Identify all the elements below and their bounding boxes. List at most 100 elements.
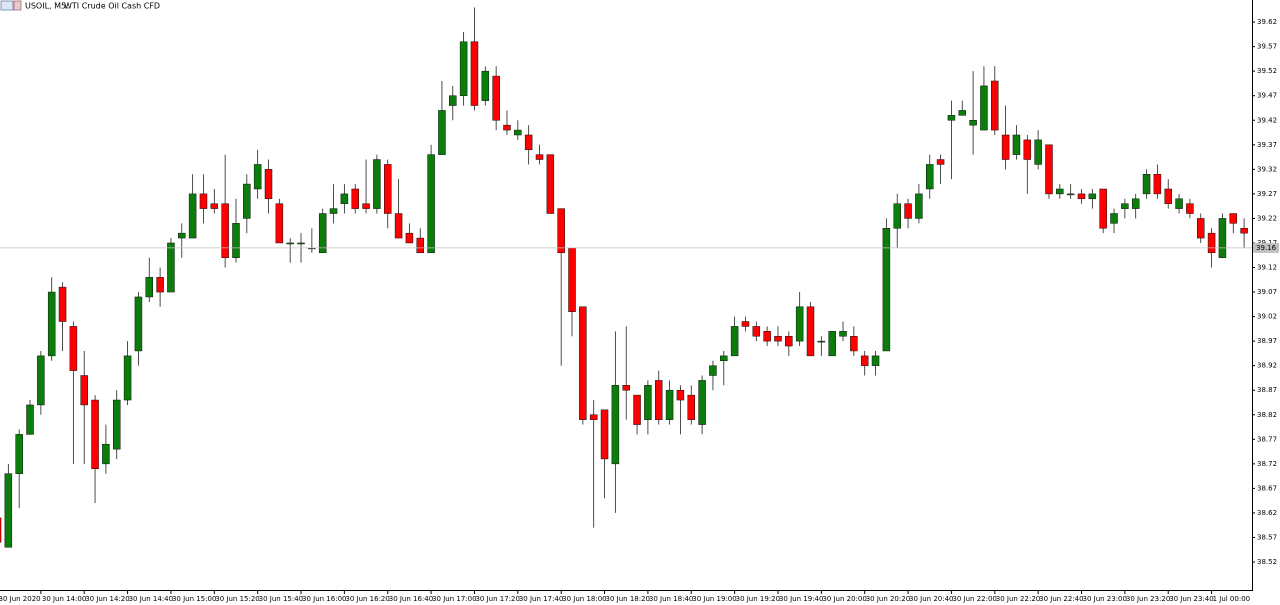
candle-body [134, 296, 143, 352]
candle-body [1229, 213, 1238, 224]
candle-body [991, 80, 999, 131]
y-tick-label: 38.62 [1257, 509, 1277, 517]
candle-body [763, 331, 771, 342]
candle-body [253, 164, 262, 190]
candle-body [112, 399, 121, 450]
candle-body [893, 203, 901, 229]
candle-body [199, 193, 208, 209]
y-tick-label: 39.62 [1257, 18, 1277, 26]
candle-body [383, 164, 392, 214]
y-tick-label: 39.12 [1257, 264, 1277, 272]
y-tick-label: 38.57 [1257, 533, 1277, 541]
candle-body [925, 164, 934, 190]
candle-body [1034, 139, 1042, 165]
candle-body [1099, 188, 1107, 229]
candle-body [839, 331, 847, 337]
candle-body [698, 380, 706, 425]
candle-body [1045, 144, 1053, 195]
x-tick-label: 30 Jun 22:20 [996, 595, 1040, 603]
candle-body [1056, 188, 1064, 195]
y-tick-label: 39.57 [1257, 43, 1277, 51]
candle-body [394, 213, 403, 239]
candle-body [969, 120, 977, 126]
candle-body [1240, 227, 1248, 234]
y-tick-label: 39.32 [1257, 165, 1277, 173]
candle-body [405, 232, 414, 244]
candle-body [622, 385, 630, 391]
candle-body [980, 85, 988, 131]
candle-body [936, 159, 945, 165]
candle-body [1186, 203, 1194, 214]
candle-body [503, 124, 511, 131]
x-tick-label: 30 Jun 2020 [0, 595, 41, 603]
candle-body [882, 227, 891, 352]
candle-body [687, 394, 696, 420]
candle-body [416, 237, 425, 254]
candle-body [167, 242, 175, 293]
y-tick-label: 38.82 [1257, 411, 1277, 419]
candle-body [243, 183, 251, 219]
y-tick-label: 38.67 [1257, 484, 1277, 492]
candle-body [37, 355, 45, 406]
candle-body [546, 154, 555, 214]
symbol: USOIL, M5: [25, 2, 69, 11]
candle-body [958, 110, 967, 116]
candle-body [579, 306, 587, 420]
y-tick-label: 39.52 [1257, 67, 1277, 75]
candle-body [795, 306, 804, 342]
y-tick-label: 39.02 [1257, 313, 1277, 321]
candle-body [91, 399, 99, 470]
candle-body [178, 232, 186, 239]
candle-body [362, 203, 370, 209]
x-tick-label: 30 Jun 20:40 [909, 595, 953, 603]
candle-body [1088, 193, 1097, 200]
candle-body [69, 326, 78, 371]
x-tick-label: 30 Jun 22:40 [1039, 595, 1083, 603]
candle-body [611, 385, 620, 465]
candle-body [351, 188, 359, 209]
x-tick-label: 30 Jun 17:40 [519, 595, 563, 603]
y-tick-label: 38.92 [1257, 362, 1277, 370]
candle-body [58, 286, 67, 322]
candle-body [676, 389, 685, 401]
chart-icon [13, 0, 22, 11]
candle-body [438, 110, 446, 155]
candle-body [1023, 139, 1032, 160]
candle-body [275, 203, 284, 244]
x-tick-label: 30 Jun 15:20 [215, 595, 259, 603]
y-tick-label: 38.97 [1257, 337, 1277, 345]
x-tick-label: 30 Jun 15:40 [259, 595, 303, 603]
candle-body [589, 414, 598, 420]
candle-body [156, 277, 164, 293]
price-label: 39.16 [1256, 244, 1277, 252]
candle-body [329, 208, 338, 214]
candle-body [102, 443, 110, 465]
candle-body [1196, 218, 1205, 239]
candle-body [1131, 198, 1140, 209]
candle-body [15, 434, 23, 474]
y-tick-label: 39.27 [1257, 190, 1277, 198]
x-tick-label: 30 Jun 20:20 [866, 595, 910, 603]
candle-body [449, 95, 457, 106]
x-tick-label: 30 Jun 19:20 [736, 595, 780, 603]
candle-body [318, 213, 327, 254]
candle-body [871, 355, 880, 366]
candle-body [210, 203, 219, 209]
x-tick-label: 30 Jun 19:00 [692, 595, 736, 603]
candle-body [264, 169, 273, 200]
y-tick-label: 39.37 [1257, 141, 1277, 149]
candle-body [26, 404, 34, 435]
candle-body [730, 326, 739, 357]
candle-body [1012, 134, 1021, 155]
x-tick-label: 30 Jun 18:40 [649, 595, 693, 603]
candle-body [145, 277, 154, 298]
candle-body [123, 355, 132, 401]
candle-body [459, 41, 468, 96]
candle-body [481, 70, 490, 101]
y-tick-label: 39.22 [1257, 214, 1277, 222]
candle-body [665, 389, 674, 420]
y-tick-label: 39.42 [1257, 116, 1277, 124]
candle-body [568, 247, 576, 312]
candle-body [492, 75, 500, 121]
